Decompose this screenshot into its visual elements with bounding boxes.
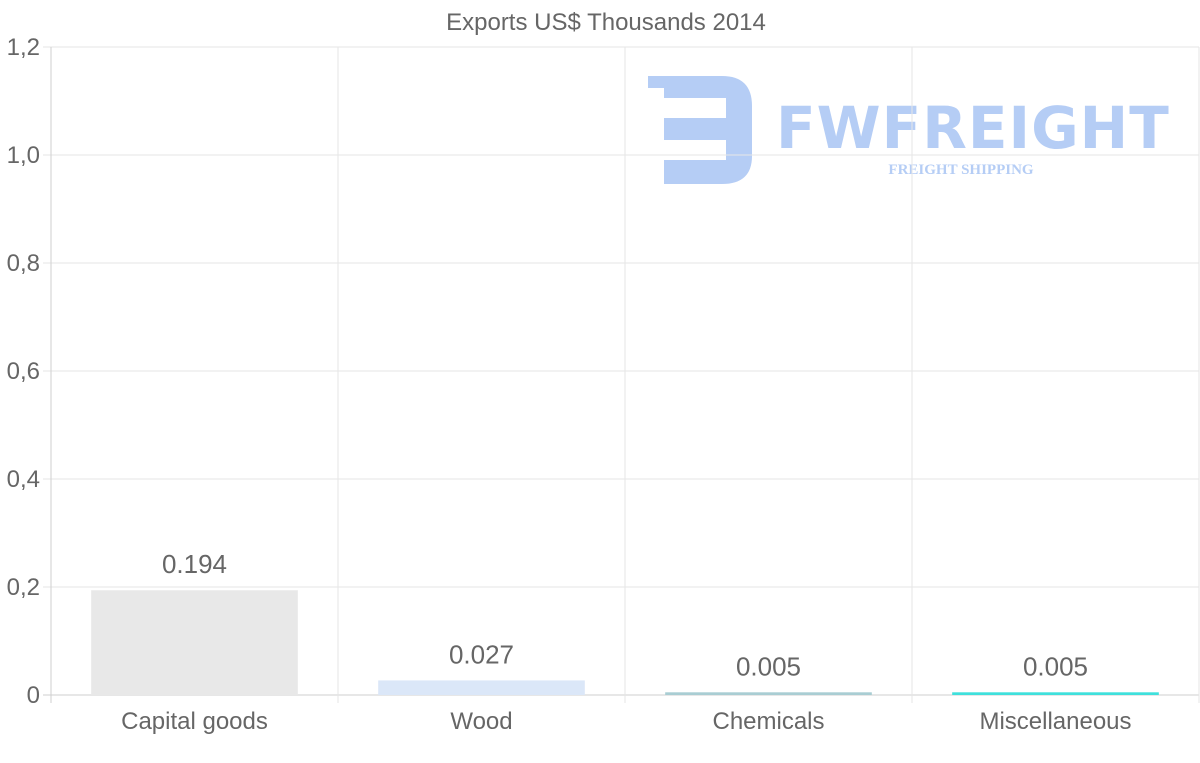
- bar-value-label: 0.005: [1023, 651, 1088, 681]
- x-tick-label: Wood: [450, 708, 512, 735]
- y-tick-label: 0: [27, 682, 40, 709]
- bar-value-label: 0.027: [449, 639, 514, 669]
- bar[interactable]: [952, 692, 1159, 695]
- bar-series: [91, 590, 1159, 695]
- y-tick-label: 1,0: [7, 142, 40, 169]
- x-tick-label: Chemicals: [712, 708, 824, 735]
- bar-value-label: 0.005: [736, 651, 801, 681]
- y-tick-label: 1,2: [7, 34, 40, 61]
- y-tick-label: 0,4: [7, 466, 40, 493]
- y-tick-label: 0,2: [7, 574, 40, 601]
- data-labels: 0.194 0.027 0.005 0.005: [162, 549, 1088, 681]
- bar[interactable]: [91, 590, 298, 695]
- watermark-brand: FWFREIGHT: [776, 94, 1170, 162]
- chart-title: Exports US$ Thousands 2014: [446, 9, 766, 36]
- x-tick-label: Miscellaneous: [979, 708, 1131, 735]
- watermark-tagline: FREIGHT SHIPPING: [888, 162, 1033, 178]
- y-tick-label: 0,8: [7, 250, 40, 277]
- x-tick-label: Capital goods: [121, 708, 268, 735]
- bar[interactable]: [378, 680, 585, 695]
- watermark: FWFREIGHT FREIGHT SHIPPING: [648, 76, 1170, 184]
- x-axis: Capital goods Wood Chemicals Miscellaneous: [121, 708, 1131, 735]
- grid-lines: [43, 46, 1200, 703]
- y-axis: 0 0,2 0,4 0,6 0,8 1,0 1,2: [7, 34, 40, 709]
- y-tick-label: 0,6: [7, 358, 40, 385]
- fwfreight-logo-icon: [648, 76, 752, 184]
- bar-value-label: 0.194: [162, 549, 227, 579]
- bar[interactable]: [665, 692, 872, 695]
